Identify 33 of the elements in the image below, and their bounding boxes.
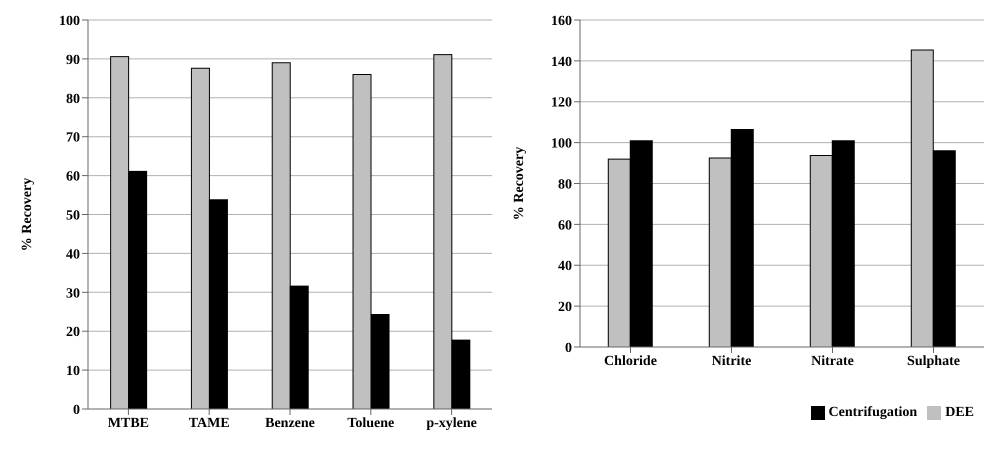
y-tick-label: 120 [551,96,572,111]
x-tick-label: Toluene [347,416,394,431]
x-tick-label: Benzene [265,416,315,431]
x-tick-label: TAME [188,416,230,431]
y-tick-label: 40 [66,247,80,262]
y-tick-label: 0 [73,402,80,418]
y-tick-label: 60 [558,218,572,234]
x-tick-label: Nitrite [712,354,752,369]
y-tick-label: 100 [59,14,80,29]
y-tick-label: 90 [66,52,80,68]
y-tick-label: 20 [66,325,80,340]
legend-label: DEE [945,405,974,420]
x-tick-label: MTBE [108,416,150,431]
y-tick-label: 80 [558,177,572,192]
y-tick-label: 50 [66,208,80,224]
legend-label: Centrifugation [828,405,918,420]
x-tick-label: Chloride [604,354,657,369]
y-tick-label: 0 [565,340,572,356]
y-tick-label: 140 [551,54,572,70]
y-tick-label: 80 [66,92,80,107]
x-tick-label: Sulphate [907,354,960,369]
y-tick-label: 40 [558,259,572,274]
y-axis-title: % Recovery [512,146,527,220]
x-tick-label: Nitrate [811,354,854,369]
y-tick-label: 20 [558,300,572,316]
y-tick-label: 30 [66,286,80,302]
y-tick-label: 70 [66,130,80,146]
y-tick-label: 10 [66,364,80,380]
x-tick-label: p-xylene [426,416,477,431]
y-axis-title: % Recovery [20,178,35,252]
y-tick-label: 100 [551,136,572,152]
y-tick-label: 60 [66,170,80,185]
y-tick-label: 160 [551,14,572,29]
